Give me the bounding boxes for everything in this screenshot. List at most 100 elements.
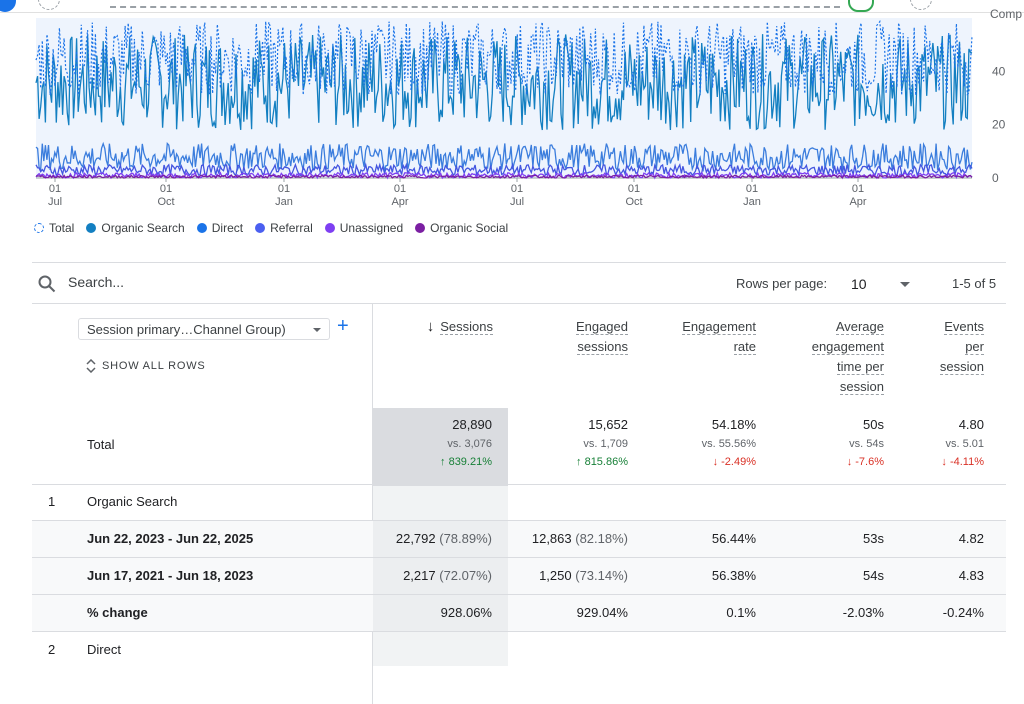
legend-swatch-icon [34, 223, 44, 233]
table-row: 54s [863, 568, 884, 583]
total-engagement-rate: 54.18% vs. 55.56% ↓ -2.49% [701, 417, 756, 468]
date-range-current-label: Jun 22, 2023 - Jun 22, 2025 [87, 531, 254, 546]
add-comparison-circle-icon[interactable] [38, 0, 60, 10]
sort-descending-icon[interactable]: ↓ [426, 318, 435, 335]
search-input[interactable] [66, 273, 370, 291]
dimension-selector-label: Session primary…Channel Group) [87, 322, 286, 337]
legend-label: Unassigned [339, 221, 404, 235]
account-avatar[interactable] [0, 0, 16, 12]
legend-swatch-icon [196, 223, 207, 233]
engagement-rate-column-header[interactable]: Engagement rate [682, 319, 756, 355]
x-tick-month: Jul [48, 196, 62, 208]
x-tick-month: Oct [625, 196, 642, 208]
x-tick-month: Jan [275, 196, 293, 208]
table-row: 4.83 [958, 568, 984, 583]
x-tick-day: 01 [394, 183, 406, 195]
legend-label: Referral [270, 221, 313, 235]
row-index: 1 [48, 494, 56, 509]
show-all-rows-button[interactable]: SHOW ALL ROWS [86, 359, 206, 373]
total-events-per-session: 4.80 vs. 5.01 ↓ -4.11% [941, 417, 984, 468]
x-tick-day: 01 [160, 183, 172, 195]
legend-item[interactable]: Organic Search [86, 221, 185, 235]
x-tick-month: Jul [510, 196, 524, 208]
table-row: 56.44% [711, 531, 756, 546]
y-tick-label: 40 [992, 64, 1006, 78]
row-divider [32, 484, 1006, 485]
y-tick-label: 20 [992, 118, 1006, 132]
table-row: 928.06% [440, 605, 492, 620]
legend-label: Organic Search [101, 221, 185, 235]
sessions-cell-highlight [373, 521, 508, 557]
chart-legend: Total Organic Search Direct Referral Unassig… [34, 221, 508, 235]
x-tick-day: 01 [746, 183, 758, 195]
table-row: -2.03% [842, 605, 884, 620]
chevron-down-icon[interactable] [900, 282, 910, 287]
series-line-referral [35, 162, 973, 178]
table-row-bg [32, 521, 1006, 557]
dimension-selector[interactable]: Session primary…Channel Group) [78, 318, 330, 340]
engaged-sessions-column-header[interactable]: Engaged sessions [575, 319, 628, 355]
table-row: 22,792 (78.89%) [395, 531, 492, 546]
x-tick-day: 01 [278, 183, 290, 195]
report-table: Rows per page: 10 1-5 of 5 Session prima… [32, 262, 1006, 704]
x-tick-month: Jan [743, 196, 761, 208]
x-tick-day: 01 [511, 183, 523, 195]
row-name-organic-search[interactable]: Organic Search [87, 494, 178, 509]
row-divider [32, 557, 1006, 558]
x-tick-day: 01 [49, 183, 61, 195]
legend-label: Organic Social [430, 221, 509, 235]
show-all-rows-label: SHOW ALL ROWS [102, 360, 206, 372]
avg-engagement-time-column-header[interactable]: Average engagement time per session [811, 319, 884, 395]
top-bar [0, 0, 1024, 13]
series-line-organic-search [35, 34, 973, 131]
row-divider [32, 594, 1006, 595]
sessions-line-chart: 4020001Jul01Oct01Jan01Apr01Jul01Oct01Jan… [35, 18, 1006, 208]
sessions-column-header[interactable]: ↓ Sessions [426, 318, 493, 335]
sessions-cell-highlight [373, 595, 508, 631]
status-pill[interactable] [848, 0, 874, 12]
legend-item[interactable]: Organic Social [415, 221, 508, 235]
table-row-bg [32, 595, 1006, 631]
total-engaged-sessions: 15,652 vs. 1,709 ↑ 815.86% [576, 417, 628, 468]
x-tick-day: 01 [628, 183, 640, 195]
comparison-circle-icon[interactable] [910, 0, 932, 10]
legend-item[interactable]: Direct [196, 221, 244, 235]
x-tick-month: Apr [849, 196, 866, 208]
table-row: 0.1% [726, 605, 756, 620]
dimension-column: Session primary…Channel Group) + SHOW AL… [32, 304, 373, 704]
compare-label[interactable]: Comp [990, 7, 1023, 21]
table-row: 56.38% [711, 568, 756, 583]
table-row: -0.24% [942, 605, 984, 620]
row-divider [32, 631, 1006, 632]
table-row-bg [32, 558, 1006, 594]
add-dimension-button[interactable]: + [337, 315, 349, 337]
chevron-down-icon [313, 328, 321, 332]
legend-item[interactable]: Total [34, 221, 74, 235]
table-row: 2,217 (72.07%) [403, 568, 492, 583]
legend-item[interactable]: Referral [255, 221, 313, 235]
sessions-total-highlight [373, 408, 508, 486]
rows-per-page-select[interactable]: 10 [851, 276, 867, 292]
table-toolbar: Rows per page: 10 1-5 of 5 [32, 263, 1006, 304]
row-name-direct[interactable]: Direct [87, 642, 121, 657]
series-line-organic-social [35, 174, 973, 180]
rows-per-page-label: Rows per page: [736, 276, 828, 291]
table-row: 53s [863, 531, 884, 546]
date-range-previous-label: Jun 17, 2021 - Jun 18, 2023 [87, 568, 254, 583]
unfold-icon [86, 359, 96, 373]
segment-comparison-bar [110, 2, 840, 8]
row-index: 2 [48, 642, 56, 657]
legend-item[interactable]: Unassigned [324, 221, 404, 235]
series-line-direct [35, 141, 973, 173]
table-row: 12,863 (82.18%) [531, 531, 628, 546]
x-tick-day: 01 [852, 183, 864, 195]
table-row: 929.04% [576, 605, 628, 620]
x-tick-month: Apr [391, 196, 408, 208]
events-per-session-column-header[interactable]: Events per session [939, 319, 984, 375]
sessions-cell-highlight [373, 558, 508, 594]
row-divider [32, 520, 1006, 521]
series-line-unassigned [35, 170, 973, 180]
legend-label: Direct [211, 221, 244, 235]
table-row: 1,250 (73.14%) [539, 568, 628, 583]
y-tick-label: 0 [992, 171, 999, 185]
